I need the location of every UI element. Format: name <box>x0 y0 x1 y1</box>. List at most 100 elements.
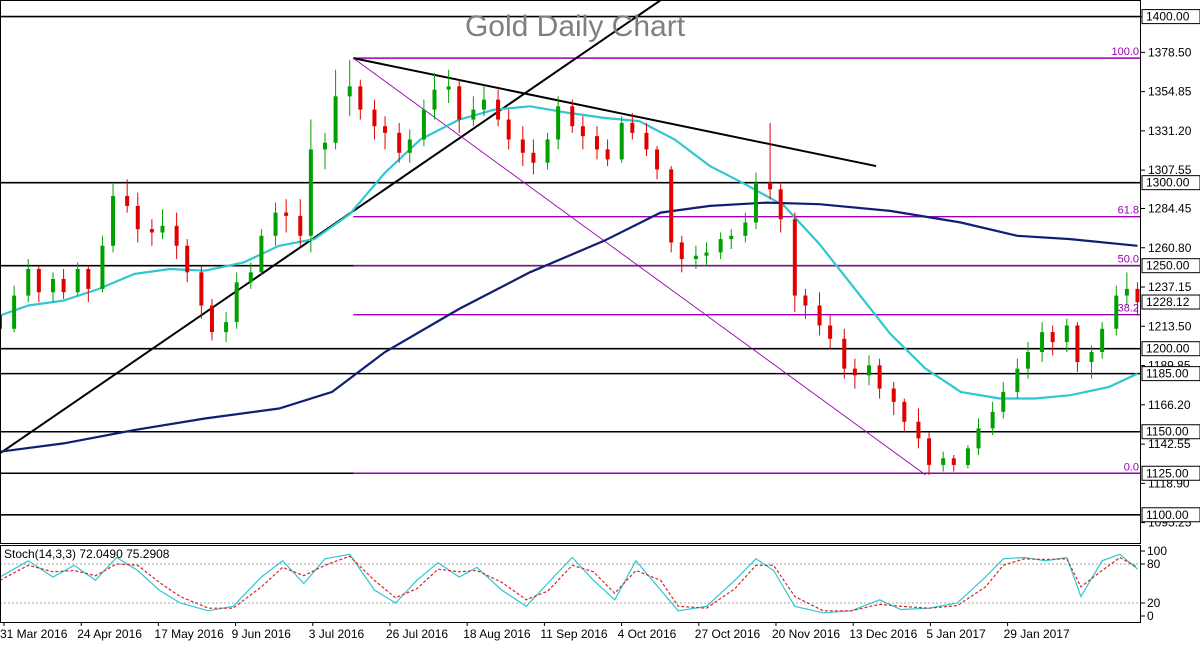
candle-body <box>778 189 783 220</box>
candle-body <box>976 428 981 449</box>
candle-body <box>209 305 214 333</box>
candle-24 <box>298 199 303 246</box>
candle-body <box>1025 352 1030 369</box>
candle-32 <box>397 122 402 163</box>
candle-10 <box>125 179 130 213</box>
candle-body <box>743 222 748 236</box>
stoch-tick-label-0: 100 <box>1147 544 1167 558</box>
candle-53 <box>655 146 660 180</box>
candle-65 <box>803 288 808 319</box>
candle-5 <box>61 269 66 299</box>
candle-79 <box>976 418 981 455</box>
candle-body <box>432 89 437 110</box>
candle-48 <box>594 126 599 160</box>
level-badge-box <box>1141 366 1200 382</box>
candle-body <box>185 245 190 273</box>
fibonacci-levels <box>353 57 1141 474</box>
candle-body <box>1064 325 1069 343</box>
candle-body <box>75 269 80 293</box>
candle-body <box>199 272 204 306</box>
level-badge-box <box>1141 341 1200 357</box>
candle-8 <box>100 235 105 293</box>
candle-body <box>471 109 476 120</box>
price-tick-label-4: 1307.55 <box>1148 163 1192 177</box>
candle-body <box>902 401 907 422</box>
candle-49 <box>605 139 610 167</box>
candle-body <box>397 132 402 153</box>
candle-body <box>965 448 970 465</box>
fib-label-0: 100.0 <box>1111 46 1139 58</box>
candle-body <box>1114 295 1119 329</box>
candle-30 <box>372 99 377 140</box>
candle-19 <box>234 272 239 329</box>
date-tick-label-7: 11 Sep 2016 <box>540 627 607 641</box>
candle-body <box>556 106 561 140</box>
candle-47 <box>580 116 585 150</box>
level-badge-7: 1100.00 <box>1141 507 1200 523</box>
fib-label-3: 38.2 <box>1118 303 1139 315</box>
candle-59 <box>729 229 734 250</box>
candle-body <box>1135 288 1140 303</box>
candle-61 <box>753 172 758 230</box>
candle-body <box>407 139 412 153</box>
price-tick-label-5: 1284.45 <box>1148 201 1192 215</box>
candle-80 <box>990 401 995 436</box>
candle-38 <box>471 96 476 127</box>
candle-45 <box>556 96 561 150</box>
candle-body <box>753 182 758 223</box>
candle-body <box>111 195 116 246</box>
candle-6 <box>75 262 80 296</box>
candle-7 <box>86 265 91 303</box>
level-badge-2: 1250.00 <box>1141 258 1200 274</box>
candle-body <box>36 269 41 293</box>
candle-body <box>655 149 660 170</box>
candle-body <box>26 269 31 296</box>
level-badge-box <box>1141 465 1200 481</box>
fib-labels: 100.0 61.8 50.0 38.2 0.0 <box>1111 46 1139 473</box>
candle-57 <box>704 242 709 266</box>
candle-11 <box>135 192 140 243</box>
candle-body <box>333 96 338 143</box>
date-tick-label-11: 13 Dec 2016 <box>849 627 917 641</box>
candle-12 <box>149 219 154 246</box>
level-badge-text: 1100.00 <box>1146 508 1189 522</box>
candle-body <box>828 325 833 339</box>
candle-40 <box>496 89 501 127</box>
candle-body <box>446 86 451 90</box>
main-panel-frame <box>0 0 1141 544</box>
candle-1 <box>12 285 17 333</box>
candle-body <box>248 272 253 283</box>
candle-51 <box>630 112 635 140</box>
candle-78 <box>965 445 970 469</box>
price-tick-label-11: 1142.55 <box>1148 437 1191 451</box>
candle-9 <box>111 182 116 253</box>
candle-39 <box>481 86 486 117</box>
date-tick-label-10: 20 Nov 2016 <box>772 627 840 641</box>
candle-body <box>644 132 649 150</box>
candle-42 <box>520 126 525 167</box>
candle-15 <box>185 239 190 283</box>
candle-body <box>273 212 278 236</box>
candle-63 <box>778 182 783 233</box>
candle-84 <box>1040 322 1045 362</box>
price-tick-label-7: 1237.15 <box>1148 280 1192 294</box>
candle-body <box>669 169 674 243</box>
candle-body <box>619 122 624 160</box>
level-badge-1: 1300.00 <box>1141 175 1200 191</box>
stoch-line-1 <box>0 555 1138 612</box>
candle-91 <box>1124 272 1129 306</box>
candle-body <box>322 142 327 150</box>
candle-body <box>842 338 847 369</box>
candle-body <box>383 126 388 133</box>
candle-14 <box>174 212 179 260</box>
stoch-tick-label-1: 80 <box>1147 557 1161 571</box>
candle-37 <box>457 79 462 133</box>
candle-34 <box>421 99 426 147</box>
level-badge-box <box>1141 507 1200 523</box>
candle-20 <box>248 262 253 289</box>
candle-92 <box>1135 282 1140 316</box>
candle-body <box>1124 288 1129 296</box>
candle-body <box>630 122 635 133</box>
